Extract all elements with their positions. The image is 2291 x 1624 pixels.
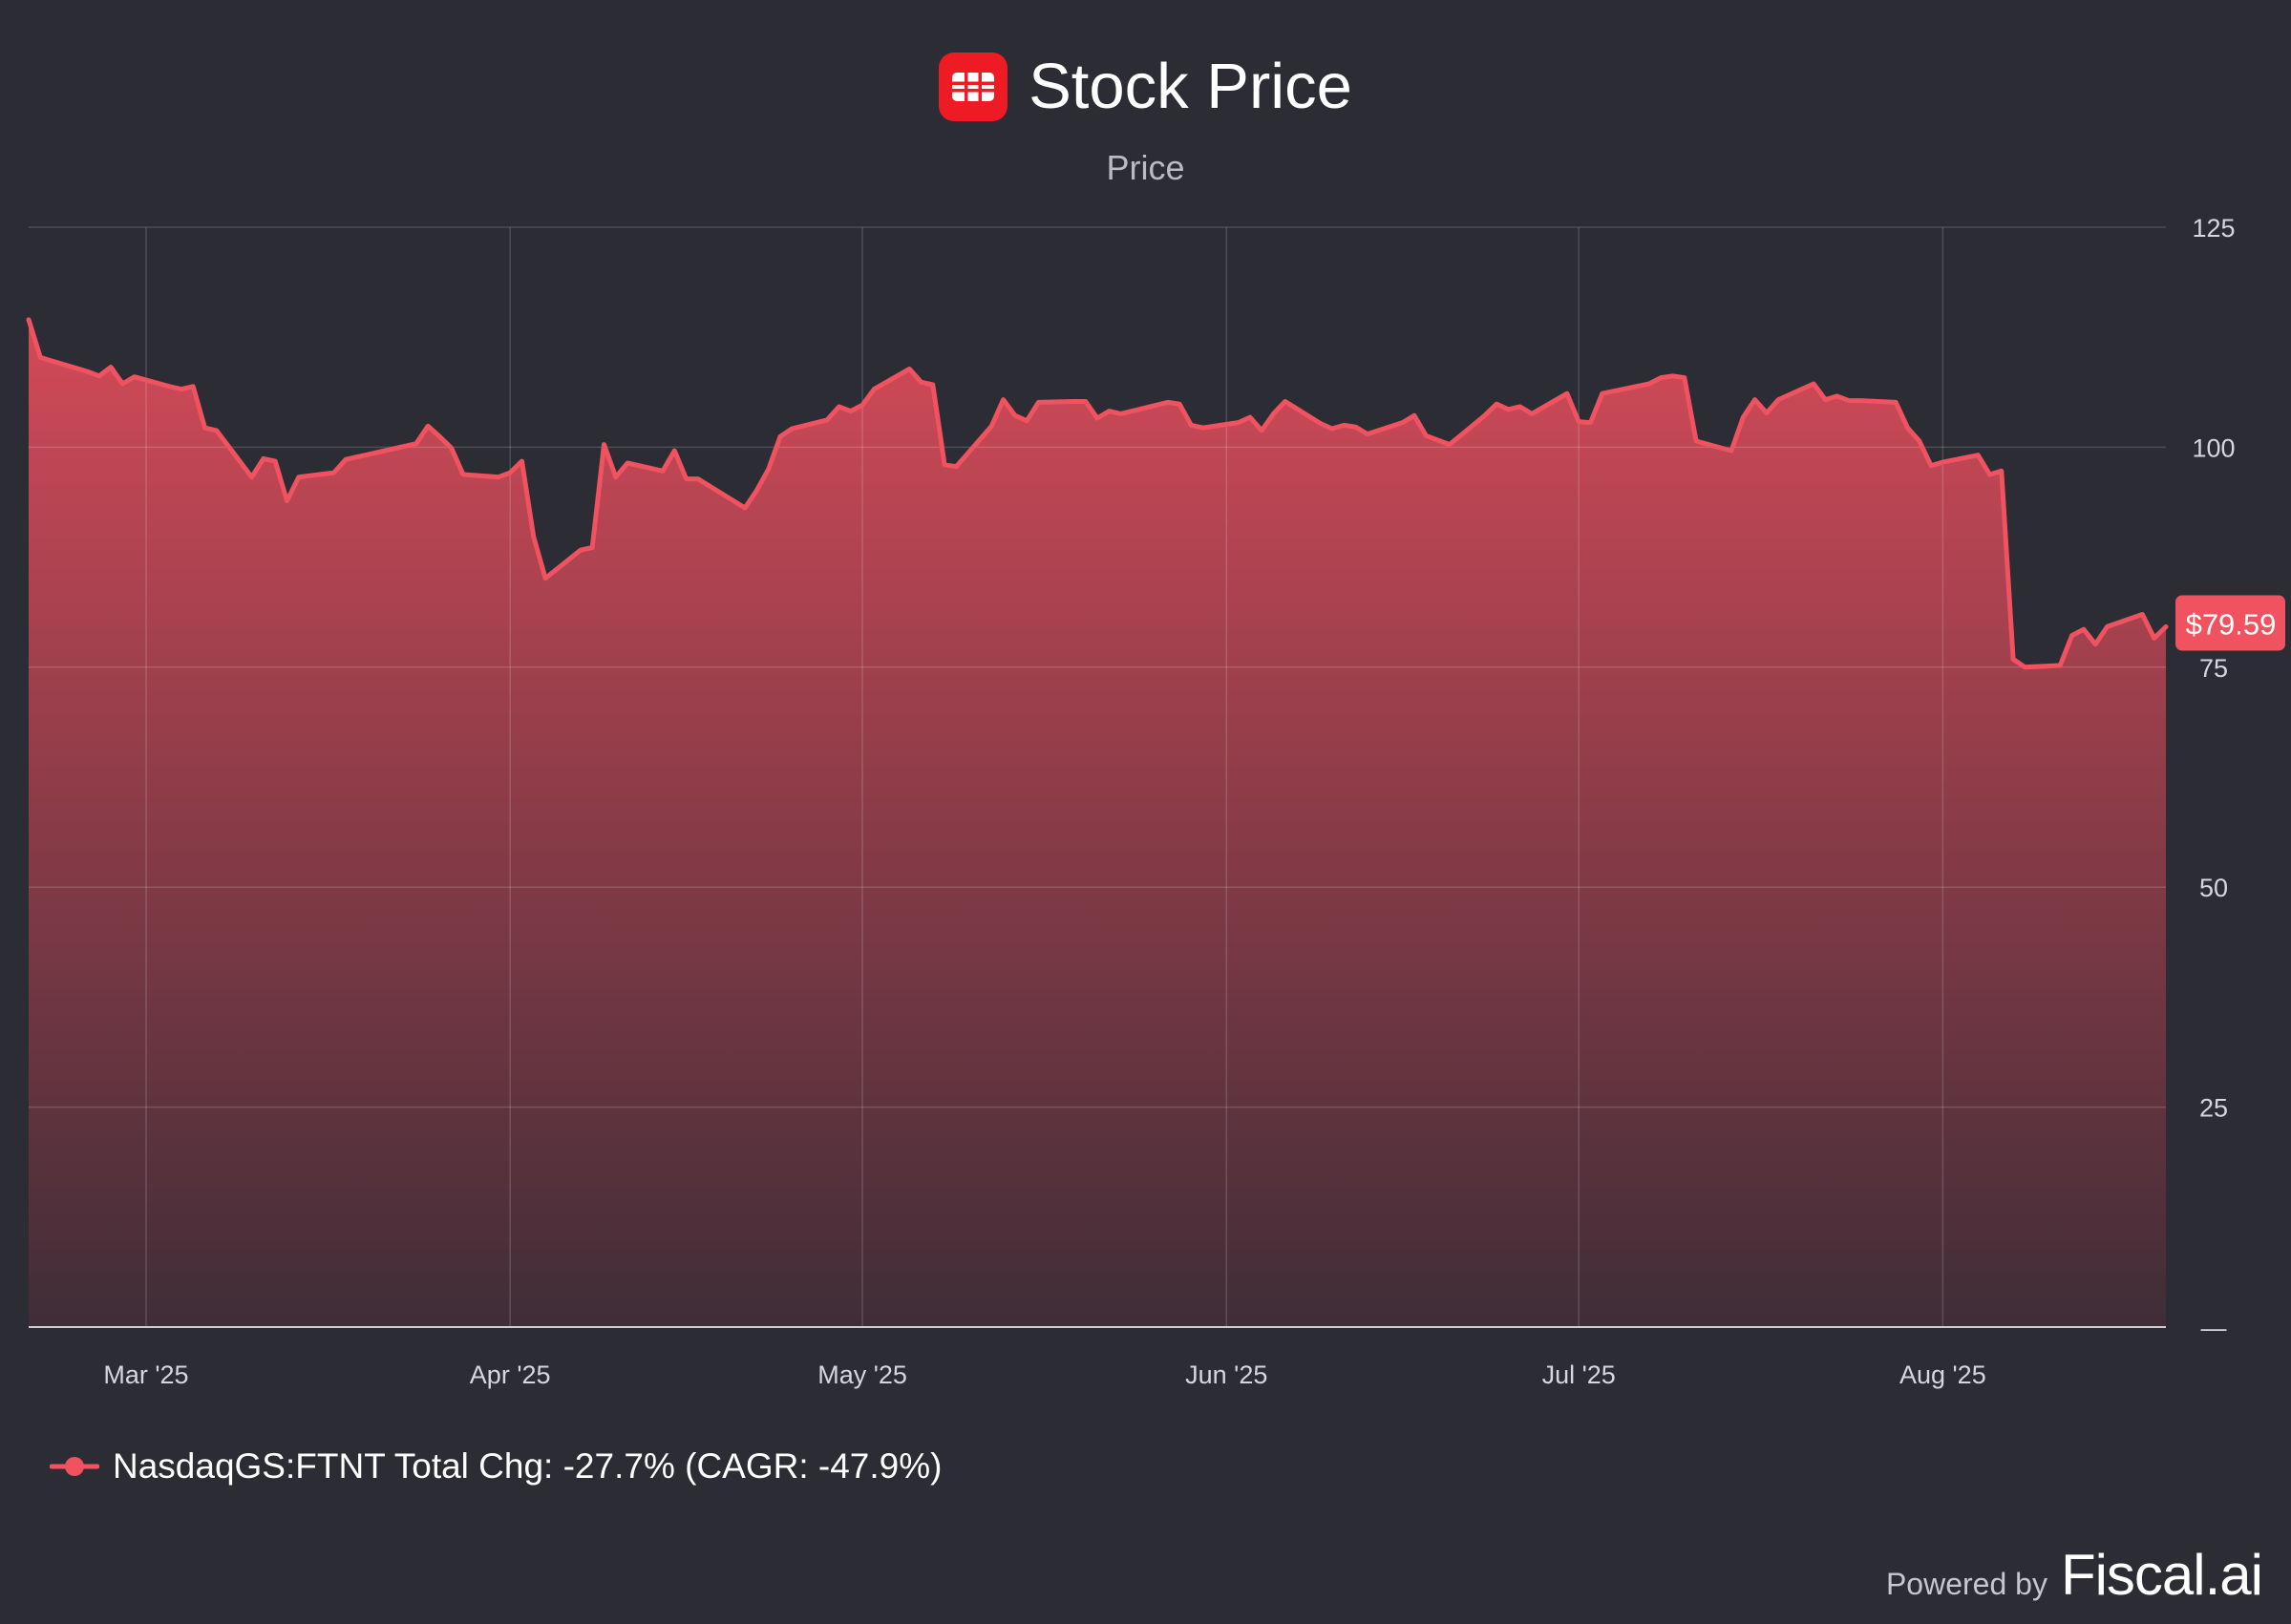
chart-subtitle: Price: [1106, 148, 1185, 187]
x-tick-label: Mar '25: [103, 1360, 188, 1389]
powered-by-label: Powered by: [1885, 1567, 2047, 1601]
series-line: [26, 317, 2169, 670]
y-tick-label: —: [2201, 1314, 2227, 1342]
fortinet-logo-icon: [939, 52, 1008, 121]
y-tick-label: 75: [2199, 654, 2228, 683]
y-tick-label: 125: [2192, 214, 2235, 243]
x-tick-label: May '25: [817, 1360, 907, 1389]
series-area: [29, 319, 2166, 1327]
x-tick-label: Aug '25: [1899, 1360, 1986, 1389]
fiscal-ai-logo: Fiscal.ai: [2060, 1543, 2263, 1607]
legend-label: NasdaqGS:FTNT Total Chg: -27.7% (CAGR: -…: [113, 1446, 943, 1486]
chart-header: Stock Price: [0, 50, 2291, 123]
x-tick-label: Apr '25: [470, 1360, 551, 1389]
y-tick-label: 25: [2199, 1094, 2228, 1123]
y-tick-label: 100: [2192, 433, 2235, 462]
chart-legend[interactable]: NasdaqGS:FTNT Total Chg: -27.7% (CAGR: -…: [50, 1446, 942, 1487]
powered-by[interactable]: Powered by Fiscal.ai: [1885, 1542, 2263, 1608]
last-value-badge: [2175, 595, 2285, 651]
x-tick-label: Jun '25: [1185, 1360, 1267, 1389]
chart-title: Stock Price: [1029, 51, 1352, 122]
legend-series-marker-icon: [50, 1457, 99, 1476]
x-tick-label: Jul '25: [1542, 1360, 1616, 1389]
last-value-label: $79.59: [2186, 607, 2277, 641]
y-tick-label: 50: [2199, 874, 2228, 902]
